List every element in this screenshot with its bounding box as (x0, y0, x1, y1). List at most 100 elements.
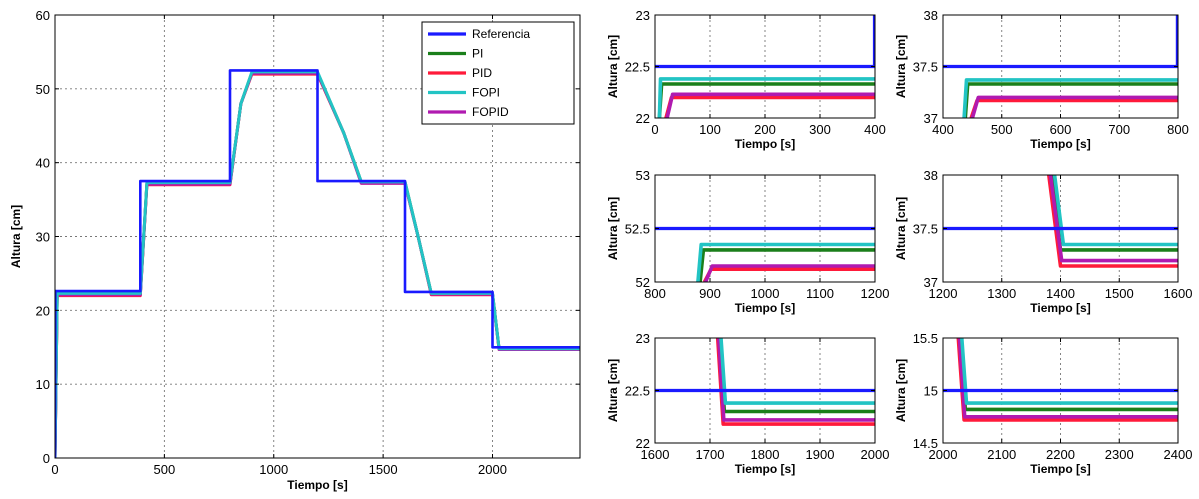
series-line-pi (657, 82, 875, 118)
y-tick-label: 22 (636, 111, 650, 126)
legend-label-fopid: FOPID (472, 105, 509, 119)
y-tick-label: 15 (924, 384, 938, 399)
y-tick-label: 37.5 (913, 60, 938, 75)
x-tick-label: 300 (809, 122, 831, 137)
y-tick-label: 38 (924, 8, 938, 23)
x-axis-label: Tiempo [s] (735, 301, 795, 315)
x-tick-label: 2100 (987, 447, 1016, 462)
x-tick-label: 600 (1050, 122, 1072, 137)
x-axis-label: Tiempo [s] (735, 462, 795, 476)
x-tick-label: 2400 (1164, 447, 1193, 462)
y-tick-label: 14.5 (913, 436, 938, 451)
series-line-fopid (717, 338, 875, 422)
series-line-fopid (957, 338, 1178, 419)
series-group (55, 69, 580, 458)
series-line-fopi (696, 242, 875, 282)
y-tick-label: 20 (36, 303, 50, 318)
y-tick-label: 22 (636, 436, 650, 451)
x-tick-label: 1600 (1164, 286, 1193, 301)
x-tick-label: 2200 (1046, 447, 1075, 462)
y-tick-label: 23 (636, 331, 650, 346)
y-tick-label: 37 (924, 275, 938, 290)
x-tick-label: 0 (51, 462, 58, 477)
legend-label-pid: PID (472, 66, 492, 80)
series-group (655, 338, 875, 426)
y-tick-label: 52.5 (625, 222, 650, 237)
series-line-fopid (665, 92, 875, 118)
y-axis-label: Altura [cm] (894, 197, 908, 260)
series-line-pi (1049, 175, 1178, 252)
x-tick-label: 900 (699, 286, 721, 301)
x-tick-label: 400 (932, 122, 954, 137)
series-line-pi (958, 338, 1178, 412)
series-group (943, 338, 1178, 422)
x-tick-label: 0 (651, 122, 658, 137)
series-line-fopi (960, 338, 1178, 405)
y-axis-label: Altura [cm] (894, 35, 908, 98)
y-tick-label: 53 (636, 168, 650, 183)
x-axis-label: Tiempo [s] (1030, 462, 1090, 476)
series-line-pid (702, 267, 875, 282)
y-axis-label: Altura [cm] (606, 359, 620, 422)
y-tick-label: 22.5 (625, 384, 650, 399)
series-line-fopid (703, 264, 875, 282)
series-line-fopi (55, 70, 580, 458)
x-axis-label: Tiempo [s] (1030, 301, 1090, 315)
x-tick-label: 1500 (369, 462, 398, 477)
y-tick-label: 23 (636, 8, 650, 23)
y-tick-label: 15.5 (913, 331, 938, 346)
x-tick-label: 800 (1167, 122, 1189, 137)
x-tick-label: 1100 (806, 286, 834, 301)
series-line-pid (664, 95, 875, 118)
legend-label-referencia: Referencia (472, 27, 530, 41)
axes-z2: 400 500 600 700 800 37 37.5 38 Tiempo [s] Altura … (894, 8, 1189, 151)
y-tick-label: 37.5 (913, 222, 938, 237)
legend-label-fopi: FOPI (472, 86, 500, 100)
y-axis-label: Altura [cm] (606, 35, 620, 98)
series-line-pid (1047, 175, 1178, 268)
series-line-fopid (970, 95, 1178, 118)
series-line-fopi (719, 338, 875, 405)
legend-label-pi: PI (472, 47, 483, 61)
x-tick-label: 1600 (641, 447, 670, 462)
y-tick-label: 50 (36, 82, 50, 97)
x-axis-label: Tiempo [s] (735, 137, 795, 151)
series-line-fopi (657, 77, 875, 118)
x-tick-label: 100 (699, 122, 721, 137)
series-line-fopid (1048, 175, 1178, 263)
x-tick-label: 1200 (861, 286, 890, 301)
x-tick-label: 1700 (696, 447, 725, 462)
series-group (943, 175, 1178, 268)
x-tick-label: 2000 (478, 462, 507, 477)
y-axis-label: Altura [cm] (9, 205, 23, 268)
series-line-fopi (962, 78, 1178, 118)
axes-z1: 0 100 200 300 400 22 22.5 23 Tiempo [s] Altura [c… (606, 8, 886, 151)
y-tick-label: 40 (36, 156, 50, 171)
legend: Referencia PI PID FOPI FOPID (421, 21, 575, 125)
axes-z6: 2000 2100 2200 2300 2400 14.5 15 15.5 Tiempo [s]… (894, 331, 1192, 476)
x-tick-label: 1900 (806, 447, 835, 462)
series-line-fopi (1052, 175, 1178, 247)
x-tick-label: 1400 (1046, 286, 1075, 301)
y-tick-label: 10 (36, 377, 50, 392)
x-tick-label: 800 (644, 286, 666, 301)
series-line-pi (698, 248, 875, 282)
x-tick-label: 1800 (751, 447, 780, 462)
y-tick-label: 38 (924, 168, 938, 183)
y-tick-label: 22.5 (625, 60, 650, 75)
y-tick-label: 30 (36, 230, 50, 245)
series-group (655, 226, 875, 282)
axes-main: 0 500 1000 1500 2000 0 10 20 30 40 50 60 Tiempo [s] A… (9, 8, 581, 492)
x-tick-label: 2300 (1105, 447, 1134, 462)
y-tick-label: 52 (636, 275, 650, 290)
series-line-referencia (55, 69, 580, 458)
y-axis-label: Altura [cm] (894, 359, 908, 422)
x-axis-label: Tiempo [s] (287, 478, 347, 492)
axes-z3: 800 900 1000 1100 1200 52 52.5 53 Tiempo [s] Altu… (606, 168, 889, 315)
x-tick-label: 700 (1108, 122, 1130, 137)
x-tick-label: 1000 (751, 286, 780, 301)
x-tick-label: 2000 (861, 447, 890, 462)
x-tick-label: 500 (154, 462, 176, 477)
axes-z5: 1600 1700 1800 1900 2000 22 22.5 23 Tiempo [s] Al… (606, 331, 889, 476)
